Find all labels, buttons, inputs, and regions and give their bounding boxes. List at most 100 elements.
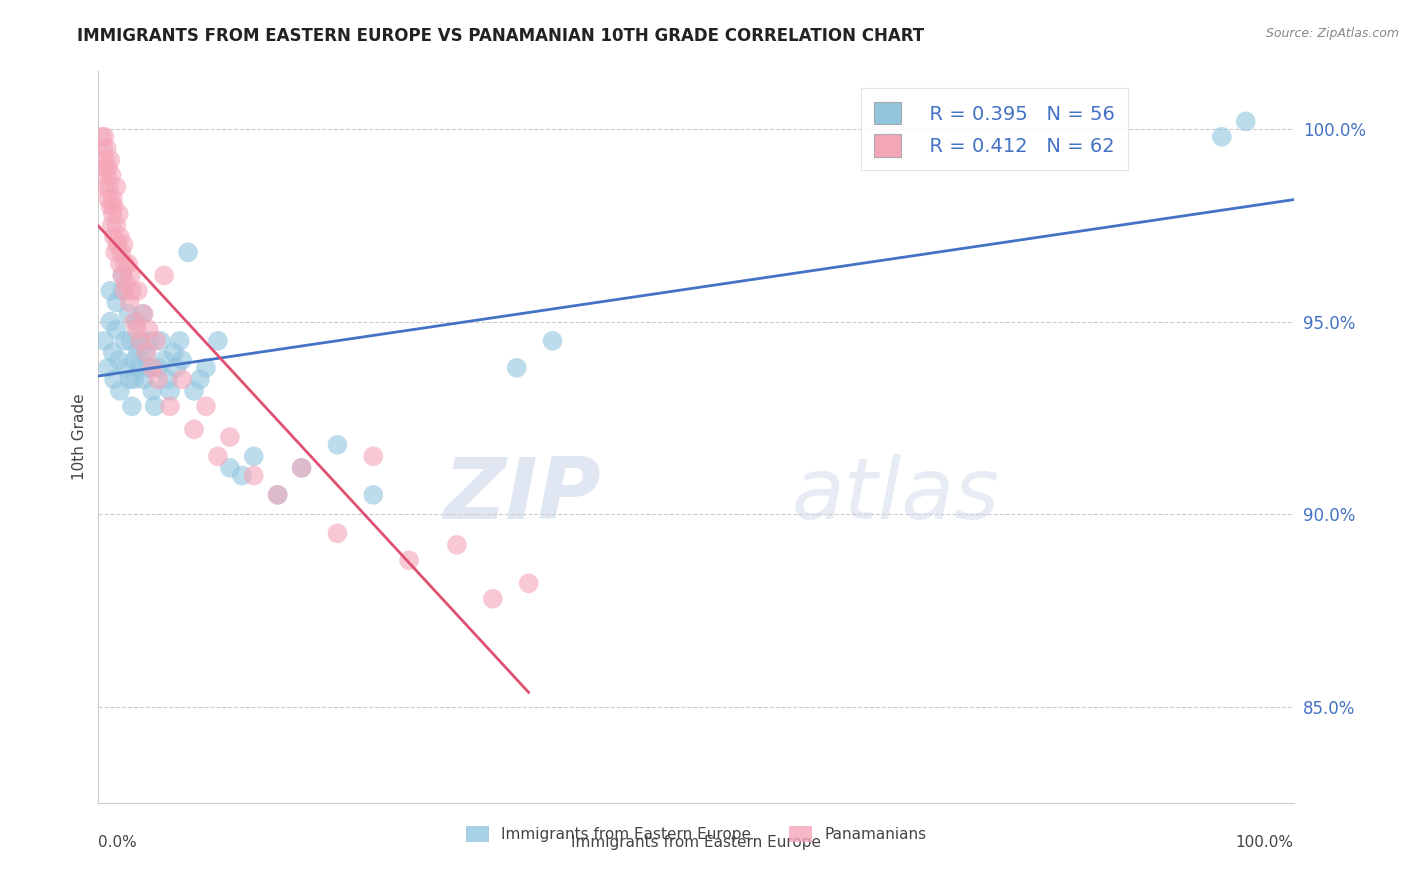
Point	[219, 430, 242, 444]
Point	[481, 591, 505, 606]
Point	[129, 334, 152, 348]
Point	[112, 237, 135, 252]
Point	[243, 450, 266, 464]
Point	[131, 307, 153, 321]
Point	[172, 353, 194, 368]
Point	[105, 322, 128, 336]
Point	[127, 345, 149, 359]
Point	[195, 360, 218, 375]
Text: 100.0%: 100.0%	[1236, 835, 1294, 850]
Point	[107, 207, 129, 221]
Point	[124, 353, 146, 368]
Point	[101, 191, 124, 205]
Point	[125, 315, 148, 329]
Point	[111, 268, 134, 283]
Point	[183, 384, 205, 398]
Point	[115, 276, 138, 290]
Text: Immigrants from Eastern Europe: Immigrants from Eastern Europe	[571, 835, 821, 850]
Point	[98, 199, 122, 213]
Point	[363, 450, 385, 464]
Point	[148, 360, 170, 375]
Point	[93, 161, 115, 175]
Point	[101, 207, 124, 221]
Point	[94, 179, 117, 194]
Point	[506, 360, 529, 375]
Point	[111, 284, 134, 298]
Point	[91, 129, 114, 144]
Point	[243, 468, 266, 483]
Point	[103, 230, 125, 244]
Point	[153, 353, 176, 368]
Point	[91, 141, 114, 155]
Point	[132, 372, 155, 386]
Point	[96, 169, 118, 183]
Point	[105, 219, 128, 233]
Point	[149, 334, 172, 348]
Point	[517, 576, 540, 591]
Point	[128, 360, 150, 375]
Point	[326, 438, 349, 452]
Point	[100, 169, 122, 183]
Point	[138, 360, 160, 375]
Point	[110, 245, 132, 260]
Point	[107, 353, 129, 368]
Point	[108, 257, 131, 271]
Point	[207, 450, 229, 464]
Point	[127, 284, 149, 298]
Point	[100, 219, 122, 233]
Point	[141, 384, 163, 398]
Point	[98, 179, 121, 194]
Point	[124, 372, 146, 386]
Point	[111, 268, 134, 283]
Point	[231, 468, 253, 483]
Point	[363, 488, 385, 502]
Point	[114, 334, 136, 348]
Point	[148, 372, 170, 386]
Point	[118, 372, 141, 386]
Point	[132, 307, 155, 321]
Point	[98, 284, 122, 298]
Point	[104, 245, 127, 260]
Point	[172, 372, 194, 386]
Legend: Immigrants from Eastern Europe, Panamanians: Immigrants from Eastern Europe, Panamani…	[458, 818, 934, 850]
Point	[138, 322, 160, 336]
Point	[118, 295, 141, 310]
Point	[165, 360, 187, 375]
Point	[135, 345, 157, 359]
Point	[103, 372, 125, 386]
Point	[125, 322, 148, 336]
Point	[541, 334, 564, 348]
Point	[114, 257, 136, 271]
Point	[93, 129, 115, 144]
Point	[97, 161, 120, 175]
Point	[1211, 129, 1233, 144]
Y-axis label: 10th Grade: 10th Grade	[72, 393, 87, 481]
Point	[1234, 114, 1257, 128]
Point	[291, 461, 314, 475]
Point	[121, 284, 143, 298]
Point	[156, 372, 179, 386]
Point	[101, 345, 124, 359]
Point	[207, 334, 229, 348]
Text: Source: ZipAtlas.com: Source: ZipAtlas.com	[1265, 27, 1399, 40]
Point	[124, 315, 146, 329]
Point	[267, 488, 290, 502]
Point	[169, 334, 191, 348]
Point	[96, 141, 118, 155]
Point	[163, 345, 186, 359]
Point	[117, 307, 139, 321]
Point	[188, 372, 211, 386]
Point	[108, 230, 131, 244]
Point	[105, 295, 128, 310]
Point	[135, 345, 157, 359]
Point	[120, 334, 142, 348]
Point	[115, 360, 138, 375]
Point	[117, 257, 139, 271]
Point	[98, 315, 122, 329]
Point	[139, 334, 162, 348]
Point	[159, 384, 181, 398]
Point	[159, 399, 181, 413]
Point	[103, 199, 125, 213]
Point	[105, 179, 128, 194]
Point	[326, 526, 349, 541]
